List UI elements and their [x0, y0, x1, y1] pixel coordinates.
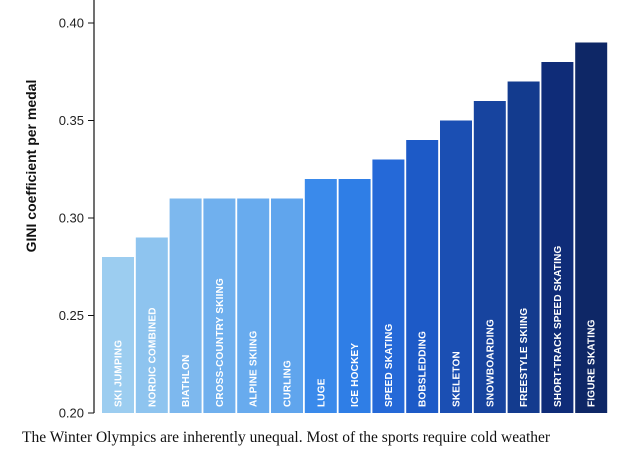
- y-tick-label: 0.30: [59, 211, 84, 226]
- bar-label: SKELETON: [452, 351, 463, 407]
- bar-label: ALPINE SKIING: [249, 330, 260, 407]
- bar: [338, 179, 371, 413]
- y-tick-label: 0.20: [59, 406, 84, 421]
- bar: [473, 101, 506, 413]
- bar: [440, 120, 472, 413]
- bar: [135, 237, 168, 413]
- bar: [203, 198, 236, 413]
- y-tick-label: 0.35: [59, 113, 84, 128]
- caption: The Winter Olympics are inherently unequ…: [22, 429, 551, 446]
- bar-label: SPEED SKATING: [384, 323, 395, 407]
- bar-label: CROSS-COUNTRY SKIING: [215, 278, 226, 407]
- bars: [102, 42, 608, 413]
- y-tick-label: 0.40: [59, 16, 84, 31]
- bar: [271, 198, 303, 413]
- bar: [507, 81, 540, 413]
- bar: [169, 198, 202, 413]
- y-axis-title: GINI coefficient per medal: [23, 80, 39, 253]
- bar-label: FIGURE SKATING: [587, 319, 598, 407]
- bar-chart: 0.20 0.25 0.30 0.35 0.40 SKI JUMPING NORDIC C…: [23, 0, 608, 421]
- bar: [406, 140, 439, 413]
- bar-label: FREESTYLE SKIING: [519, 308, 530, 407]
- bar: [575, 42, 608, 413]
- bar-label: NORDIC COMBINED: [147, 307, 158, 407]
- bar-label: SHORT-TRACK SPEED SKATING: [553, 245, 564, 407]
- bar: [237, 198, 270, 413]
- bar: [541, 62, 574, 413]
- y-axis-ticks: 0.20 0.25 0.30 0.35 0.40: [59, 16, 94, 421]
- bar-label: BOBSLEDDING: [418, 331, 429, 407]
- bar-labels: SKI JUMPING NORDIC COMBINED BIATHLON CROSS-…: [114, 245, 598, 407]
- bar-label: BIATHLON: [181, 354, 192, 407]
- bar-label: SNOWBOARDING: [485, 319, 496, 407]
- bar: [304, 179, 337, 413]
- bar-label: ICE HOCKEY: [350, 343, 361, 407]
- bar-label: LUGE: [316, 378, 327, 407]
- bar-label: SKI JUMPING: [114, 340, 125, 407]
- bar: [372, 159, 405, 413]
- bar: [102, 257, 134, 413]
- y-tick-label: 0.25: [59, 308, 84, 323]
- bar-label: CURLING: [283, 360, 294, 407]
